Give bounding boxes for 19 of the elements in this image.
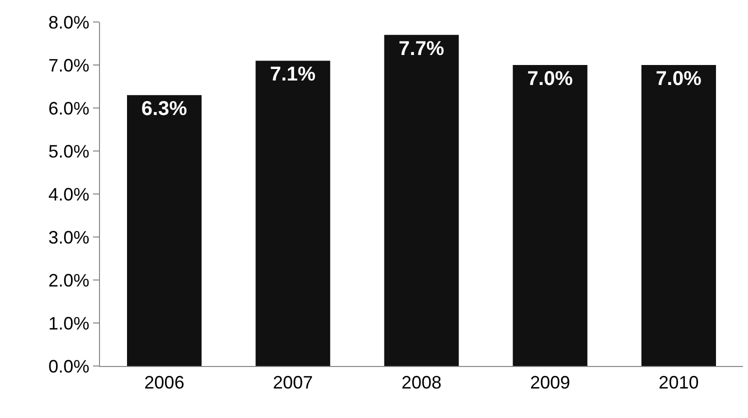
data-label: 7.0%	[656, 68, 702, 90]
y-tick-label: 3.0%	[48, 227, 90, 248]
x-tick-label: 2010	[658, 372, 699, 393]
y-tick-label: 4.0%	[48, 184, 90, 204]
y-tick-label: 0.0%	[48, 356, 90, 376]
y-tick-label: 1.0%	[48, 313, 90, 334]
y-tick-label: 8.0%	[48, 12, 90, 32]
x-tick-label: 2006	[144, 372, 184, 393]
x-tick-label: 2009	[530, 372, 570, 393]
data-label: 6.3%	[141, 98, 188, 120]
y-tick-label: 5.0%	[48, 141, 90, 162]
y-tick-label: 6.0%	[48, 98, 90, 118]
data-label: 7.1%	[270, 64, 316, 86]
y-tick-label: 7.0%	[48, 55, 90, 76]
x-tick-label: 2007	[272, 372, 313, 393]
y-tick-label: 2.0%	[48, 270, 90, 290]
x-tick-label: 2008	[401, 372, 442, 393]
data-label: 7.7%	[398, 38, 444, 60]
data-label: 7.0%	[527, 68, 573, 90]
